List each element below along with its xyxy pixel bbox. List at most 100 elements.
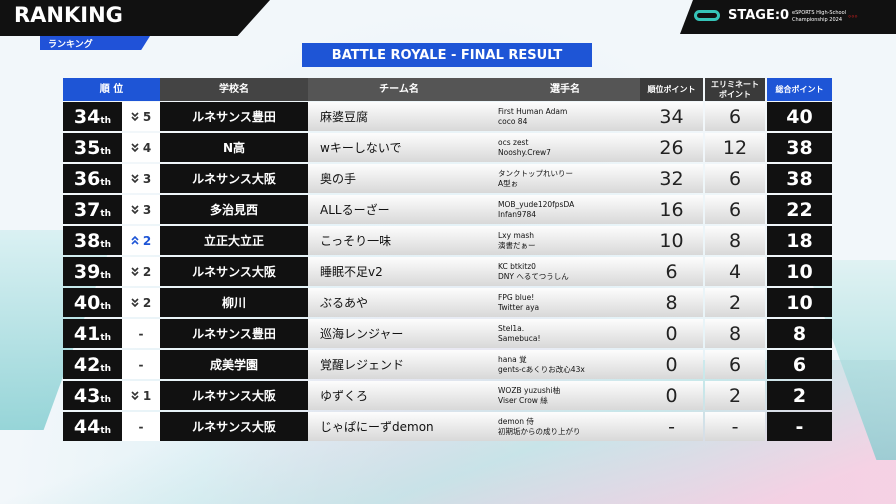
header-line: ポイント — [719, 89, 751, 99]
rank-points: 34 — [640, 102, 703, 131]
rank-suffix: th — [100, 178, 112, 188]
school: ルネサンス大阪 — [160, 257, 308, 286]
rank-suffix: th — [100, 147, 112, 157]
brand-logo — [694, 10, 720, 21]
rank-rank: 40 — [73, 292, 101, 314]
change-value: 5 — [142, 109, 152, 124]
team: ゆずくろ — [308, 381, 490, 410]
elim-points: 2 — [705, 288, 765, 317]
school: 立正大立正 — [160, 226, 308, 255]
player-name: ocs zest — [498, 137, 529, 147]
rank-points: 10 — [640, 226, 703, 255]
subtitle-bar — [40, 36, 150, 50]
column-header: エリミネート ポイント — [705, 78, 765, 101]
elim-points: 4 — [705, 257, 765, 286]
brand-name: STAGE:0 — [728, 8, 790, 23]
rank-points: - — [640, 412, 703, 441]
total-points: 2 — [767, 381, 832, 410]
total-points: 8 — [767, 319, 832, 348]
elim-points: 6 — [705, 350, 765, 379]
elim-points: 6 — [705, 195, 765, 224]
column-header: 順位ポイント — [640, 78, 703, 101]
change-arrow — [131, 143, 139, 153]
players: Lxy mash 演書だぁー — [490, 226, 640, 255]
total-points: 38 — [767, 133, 832, 162]
rank-rank: 44 — [73, 416, 101, 438]
elim-points: - — [705, 412, 765, 441]
player-name: WOZB yuzushi柚 — [498, 385, 561, 395]
rank-change: 2 — [122, 226, 160, 255]
rank-change: 5 — [122, 102, 160, 131]
player-name: demon 侍 — [498, 416, 534, 426]
players: KC btkitz0 DNY へるてつうしん — [490, 257, 640, 286]
rank-rank: 36 — [73, 168, 101, 190]
change-value: 4 — [142, 140, 152, 155]
elim-points: 2 — [705, 381, 765, 410]
event-name: eSPORTS High-School Championship 2024 — [792, 10, 846, 24]
change-value: 1 — [142, 388, 152, 403]
elim-points: 6 — [705, 164, 765, 193]
players: ocs zest Nooshy.Crew7 — [490, 133, 640, 162]
rank-change: 1 — [122, 381, 160, 410]
team: 覚醒レジェンド — [308, 350, 490, 379]
player-name: 演書だぁー — [498, 240, 536, 250]
change-arrow — [131, 267, 139, 277]
page-subtitle: ランキング — [48, 40, 93, 50]
team: ALLるーざー — [308, 195, 490, 224]
rank-suffix: th — [100, 116, 112, 126]
rank-suffix: th — [100, 426, 112, 436]
player-name: hana 覚 — [498, 354, 527, 364]
school: ルネサンス大阪 — [160, 381, 308, 410]
rank-rank: 39 — [73, 261, 101, 283]
change-value: 2 — [142, 233, 152, 248]
player-name: First Human Adam — [498, 106, 568, 116]
total-points: 22 — [767, 195, 832, 224]
school: ルネサンス豊田 — [160, 102, 308, 131]
event-line: Championship 2024 — [792, 17, 843, 23]
team: 巡海レンジャー — [308, 319, 490, 348]
change-value: 2 — [142, 295, 152, 310]
team: じゃぱにーずdemon — [308, 412, 490, 441]
rank-change: 4 — [122, 133, 160, 162]
player-name: KC btkitz0 — [498, 261, 536, 271]
column-header: チーム名 — [308, 78, 490, 101]
total-points: 10 — [767, 288, 832, 317]
rank-rank: 43 — [73, 385, 101, 407]
player-name: Stel1a. — [498, 323, 525, 333]
school: 柳川 — [160, 288, 308, 317]
change-value: 2 — [142, 264, 152, 279]
total-points: 40 — [767, 102, 832, 131]
team: 奥の手 — [308, 164, 490, 193]
players: タンクトップれいりー A型ぉ — [490, 164, 640, 193]
player-name: Samebuca! — [498, 333, 541, 343]
rank-points: 8 — [640, 288, 703, 317]
school: 成美学園 — [160, 350, 308, 379]
total-points: 38 — [767, 164, 832, 193]
school: ルネサンス大阪 — [160, 164, 308, 193]
team: wキーしないで — [308, 133, 490, 162]
rank-points: 0 — [640, 381, 703, 410]
table-title: BATTLE ROYALE - FINAL RESULT — [302, 43, 592, 67]
rank-suffix: th — [100, 395, 112, 405]
column-header: 選手名 — [490, 78, 640, 101]
players: hana 覚 gents-cあくりお改心43x — [490, 350, 640, 379]
change-arrow — [131, 174, 139, 184]
total-points: 6 — [767, 350, 832, 379]
rank-suffix: th — [100, 302, 112, 312]
rank-suffix: th — [100, 209, 112, 219]
change-arrow — [131, 112, 139, 122]
rank-change: 2 — [122, 257, 160, 286]
player-name: MOB_yude120fpsDA — [498, 199, 575, 209]
rank-points: 26 — [640, 133, 703, 162]
rank-points: 32 — [640, 164, 703, 193]
rank-rank: 35 — [73, 137, 101, 159]
rank-rank: 38 — [73, 230, 101, 252]
total-points: 18 — [767, 226, 832, 255]
player-name: Lxy mash — [498, 230, 535, 240]
